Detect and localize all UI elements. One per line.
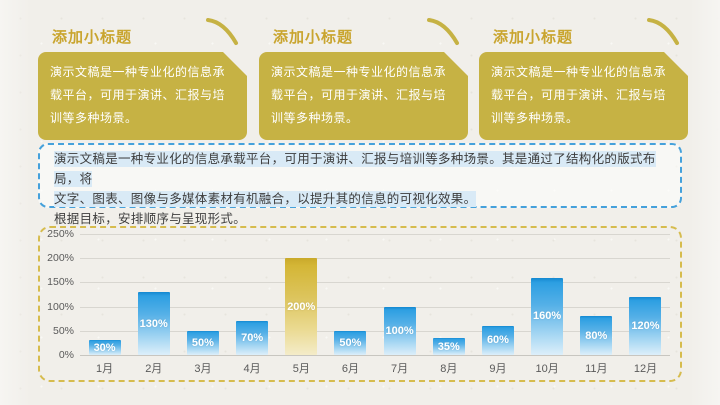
x-axis-label: 5月 [292,363,310,375]
x-axis-label: 7月 [391,363,409,375]
highlighted-text: 文字、图表、图像与多媒体素材有机融合，以提升其的信息的可视化效果。 [54,191,477,207]
info-card-2: 添加小标题 演示文稿是一种专业化的信息承载平台，可用于演讲、汇报与培训等多种场景… [259,26,468,140]
bar-3月: 50% [186,330,219,355]
gridline [80,258,670,260]
summary-line-3: 根据目标，安排顺序与呈现形式。 [54,212,247,226]
bar-slot: 50% [178,234,227,355]
bar-value-label: 100% [385,324,414,337]
corner-flick-icon [427,18,459,45]
x-axis-label: 11月 [585,363,608,375]
card-3-title: 添加小标题 [493,29,574,46]
corner-flick-icon [206,18,238,45]
bar-10月: 160% [531,277,564,355]
y-tick-label: 250% [47,228,74,240]
summary-panel: 演示文稿是一种专业化的信息承载平台，可用于演讲、汇报与培训等多种场景。其是通过了… [38,143,682,226]
bar-4月: 70% [236,321,269,355]
bar-slot: 35% [424,234,473,355]
info-card-3: 添加小标题 演示文稿是一种专业化的信息承载平台，可用于演讲、汇报与培训等多种场景… [479,26,688,140]
bar-1月: 30% [88,340,121,355]
card-1-body-box: 演示文稿是一种专业化的信息承载平台，可用于演讲、汇报与培训等多种场景。 [38,52,247,140]
card-3-body-box: 演示文稿是一种专业化的信息承载平台，可用于演讲、汇报与培训等多种场景。 [479,52,688,140]
bar-slot: 130% [129,234,178,355]
info-card-1: 添加小标题 演示文稿是一种专业化的信息承载平台，可用于演讲、汇报与培训等多种场景… [38,26,247,140]
x-axis-label: 10月 [535,363,559,375]
bar-value-label: 50% [191,336,214,349]
bar-value-label: 80% [585,329,608,342]
bars-row: 30% 130% 50% 70% 200% 50% 100% 35% 60% 160% 80% 120… [80,234,670,355]
bar-2月: 130% [137,292,170,355]
y-tick-label: 0% [58,349,74,361]
y-tick-label: 100% [47,300,74,313]
bar-slot: 50% [326,234,375,355]
y-tick-label: 50% [52,324,74,337]
x-axis-label: 2月 [145,363,163,375]
gridline [80,282,670,284]
y-tick-label: 150% [47,276,74,289]
card-2-body-box: 演示文稿是一种专业化的信息承载平台，可用于演讲、汇报与培训等多种场景。 [259,52,468,140]
x-axis-label: 1月 [96,363,114,375]
x-axis-label: 9月 [489,363,507,375]
summary-line-1: 演示文稿是一种专业化的信息承载平台，可用于演讲、汇报与培训等多种场景。其是通过了… [54,149,666,189]
bar-slot: 100% [375,234,424,355]
bar-5月: 200% [285,258,318,355]
bar-value-label: 120% [631,319,660,332]
bar-value-label: 60% [486,334,509,347]
bar-value-label: 35% [437,340,460,353]
bar-12月: 120% [629,296,662,355]
bar-value-label: 160% [533,310,562,323]
bar-slot: 80% [572,234,621,355]
bar-chart-panel: 30% 130% 50% 70% 200% 50% 100% 35% 60% 160% 80% 120… [38,226,682,382]
bar-8月: 35% [432,338,465,355]
corner-flick-icon [647,18,679,45]
x-axis: 1月 2月 3月 4月 5月 6月 7月 8月 9月 10月 11月 12月 [80,361,670,377]
bar-slot: 60% [473,234,522,355]
gridline [80,234,670,235]
bar-11月: 80% [580,316,613,355]
y-tick-label: 200% [47,252,74,265]
x-axis-label: 3月 [194,363,212,375]
card-1-title: 添加小标题 [52,29,133,46]
card-2-body-text: 演示文稿是一种专业化的信息承载平台，可用于演讲、汇报与培训等多种场景。 [271,65,447,125]
card-3-body-text: 演示文稿是一种专业化的信息承载平台，可用于演讲、汇报与培训等多种场景。 [491,65,667,125]
bar-value-label: 130% [139,317,168,330]
x-axis-label: 8月 [440,363,458,375]
bar-slot: 160% [523,234,572,355]
gridline [80,355,670,356]
highlighted-text: 演示文稿是一种专业化的信息承载平台，可用于演讲、汇报与培训等多种场景。其是通过了… [54,151,656,187]
summary-line-2: 文字、图表、图像与多媒体素材有机融合，以提升其的信息的可视化效果。 [54,189,666,209]
bar-value-label: 30% [93,341,116,354]
bar-slot: 120% [621,234,670,355]
bar-value-label: 70% [241,332,264,345]
bar-slot: 30% [80,234,129,355]
x-axis-label: 6月 [341,363,359,375]
card-2-title: 添加小标题 [273,29,354,46]
bar-value-label: 50% [339,336,362,349]
bar-9月: 60% [481,325,514,355]
bar-slot: 200% [277,234,326,355]
bar-value-label: 200% [287,300,316,313]
bar-7月: 100% [383,306,416,355]
gridline [80,330,670,332]
bar-6月: 50% [334,330,367,355]
x-axis-label: 12月 [633,363,658,375]
x-axis-label: 4月 [243,363,261,375]
card-1-body-text: 演示文稿是一种专业化的信息承载平台，可用于演讲、汇报与培训等多种场景。 [50,65,226,125]
chart-plot-area: 30% 130% 50% 70% 200% 50% 100% 35% 60% 160% 80% 120… [80,234,670,356]
bar-slot: 70% [228,234,277,355]
gridline [80,306,670,308]
